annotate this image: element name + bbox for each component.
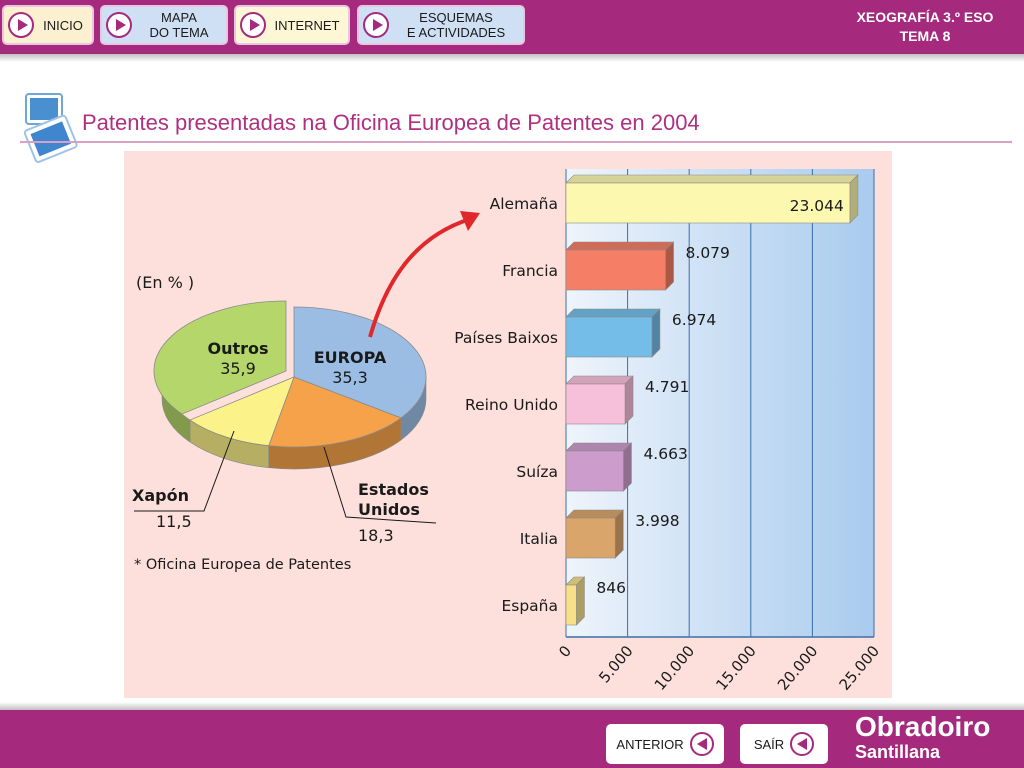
bar-side-face [576, 576, 585, 626]
pie-value-eeuu: 18,3 [358, 526, 394, 545]
inicio-label: INICIO [43, 17, 83, 33]
chart-canvas: 0 5.000 10.000 15.000 20.000 25.000 Alemaña 23.… [132, 169, 884, 694]
category-label: Reino Unido [465, 396, 558, 414]
pie-value-xapon: 11,5 [156, 512, 192, 531]
x-tick-label: 25.000 [836, 642, 884, 694]
bar-top-face [565, 442, 633, 452]
play-icon [240, 12, 266, 38]
category-label: España [501, 597, 558, 615]
course-line1: XEOGRAFÍA 3.º ESO [856, 9, 994, 25]
pie-label-xapon: Xapón [132, 486, 189, 505]
category-label: Italia [520, 530, 558, 548]
pie-label-outros: Outros [207, 339, 268, 358]
internet-label: INTERNET [274, 17, 340, 33]
x-tick-label: 20.000 [774, 642, 822, 694]
bar [565, 584, 577, 626]
bar-side-face [651, 308, 661, 358]
pie-footnote: * Oficina Europea de Patentes [134, 557, 351, 573]
bar-value-label: 23.044 [790, 197, 844, 215]
bar-side-face [665, 241, 674, 291]
bar-side-face [623, 442, 632, 492]
x-tick-label: 5.000 [595, 642, 636, 686]
sair-label: SAÍR [753, 736, 785, 752]
esquemas-label-line1: ESQUEMAS [419, 10, 493, 25]
pie-value-outros: 35,9 [220, 359, 256, 378]
esquemas-label: ESQUEMAS E ACTIVIDADES [389, 10, 523, 40]
anterior-button[interactable]: ANTERIOR [606, 724, 724, 764]
bar-value-label: 846 [596, 579, 626, 597]
top-bar-shadow [0, 54, 1024, 62]
pie-slice [293, 306, 427, 419]
bar [565, 182, 851, 224]
back-arrow-icon [790, 732, 815, 756]
brand-line1: Obradoiro [855, 711, 991, 742]
esquemas-actividades-button[interactable]: ESQUEMAS E ACTIVIDADES [357, 5, 525, 45]
pie-slice [268, 376, 402, 448]
back-arrow-icon [689, 732, 714, 756]
anterior-label: ANTERIOR [616, 736, 684, 752]
category-label: Suíza [516, 463, 558, 481]
inicio-button[interactable]: INICIO [2, 5, 94, 45]
category-label: Alemaña [490, 195, 558, 213]
x-tick-label: 15.000 [712, 642, 760, 694]
play-icon [106, 12, 132, 38]
bar-side-face [849, 174, 859, 224]
bar-value-label: 4.791 [645, 378, 689, 396]
course-line2: TEMA 8 [899, 28, 951, 44]
x-tick-label: 10.000 [651, 642, 699, 694]
leader-line-eeuu [323, 446, 437, 524]
bar-value-label: 3.998 [635, 512, 679, 530]
bar-top-face [565, 375, 634, 385]
bar [565, 316, 653, 358]
brand-line2: Santillana [855, 742, 941, 762]
pie-slice [189, 376, 295, 447]
pie-unit-label: (En % ) [136, 273, 194, 292]
category-label: Francia [502, 262, 558, 280]
brand-logo: Obradoiro Santillana [855, 711, 991, 763]
category-label: Países Baixos [454, 329, 558, 347]
sair-button[interactable]: SAÍR [740, 724, 828, 764]
bar-value-label: 4.663 [643, 445, 687, 463]
internet-button[interactable]: INTERNET [234, 5, 350, 45]
bar-value-label: 6.974 [672, 311, 716, 329]
red-arrow [368, 217, 471, 338]
pie-value-europa: 35,3 [332, 368, 368, 387]
pie-label-europa: EUROPA [314, 348, 387, 367]
pie-slice [153, 300, 287, 415]
bar [565, 383, 626, 425]
screen-icon [23, 93, 78, 163]
bar-top-face [565, 509, 624, 519]
mapa-label: MAPA DO TEMA [132, 10, 226, 40]
leader-line-xapon [134, 430, 235, 512]
play-icon [363, 12, 389, 38]
course-title: XEOGRAFÍA 3.º ESO TEMA 8 [840, 8, 1010, 46]
mapa-label-line2: DO TEMA [149, 25, 209, 40]
bar-top-face [565, 241, 675, 251]
bar-side-face [614, 509, 624, 559]
esquemas-label-line2: E ACTIVIDADES [406, 25, 506, 40]
mapa-label-line1: MAPA [161, 10, 197, 25]
bar [565, 517, 616, 559]
pie-label-eeuu-line2: Unidos [358, 500, 420, 519]
x-tick-label: 0 [555, 642, 575, 661]
bar-value-label: 8.079 [686, 244, 730, 262]
bottom-bar [0, 710, 1024, 768]
bar [565, 450, 624, 492]
bar-top-face [565, 308, 661, 318]
bar [565, 249, 666, 291]
chart-panel: 0 5.000 10.000 15.000 20.000 25.000 Alemaña 23.… [124, 151, 892, 698]
page-title: Patentes presentadas na Oficina Europea … [82, 110, 700, 135]
red-arrow-head [460, 211, 480, 231]
title-divider [20, 141, 1012, 143]
bottom-bar-shadow [0, 702, 1024, 710]
bar-side-face [624, 375, 634, 425]
bar-top-face [565, 174, 859, 184]
pie-label-eeuu-line1: Estados [358, 480, 429, 499]
play-icon [8, 12, 34, 38]
mapa-do-tema-button[interactable]: MAPA DO TEMA [100, 5, 228, 45]
